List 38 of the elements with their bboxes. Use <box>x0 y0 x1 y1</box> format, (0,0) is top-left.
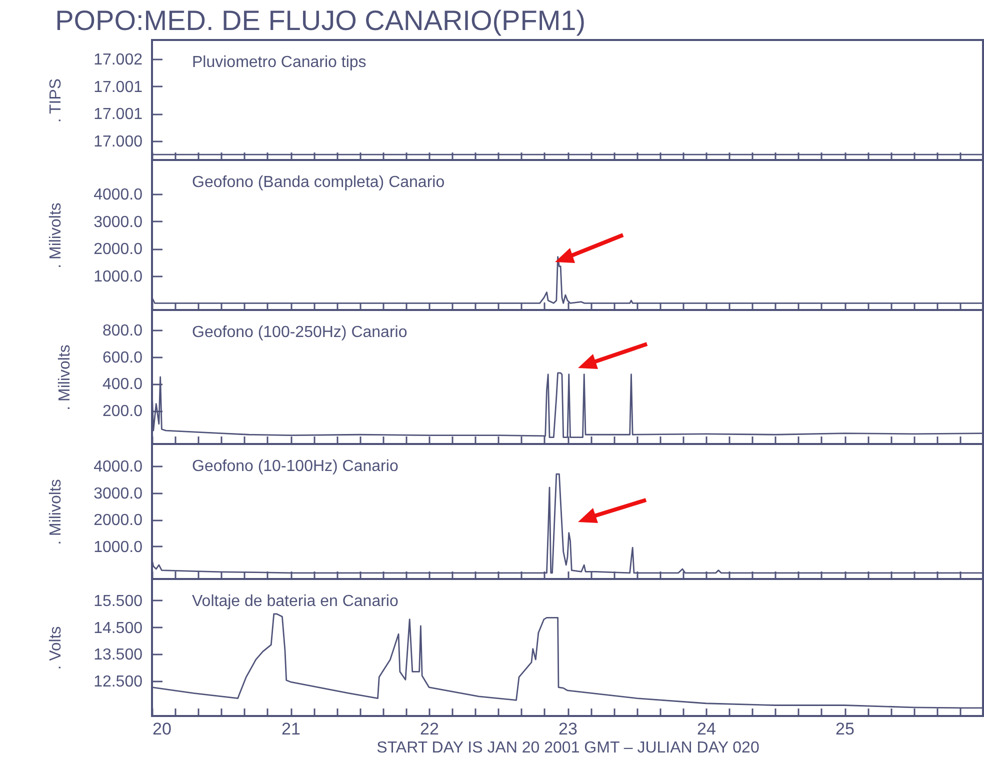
y-tick-label: 400.0 <box>102 376 143 394</box>
annotation: Geofono (100-250Hz) Canario <box>192 324 408 341</box>
y-axis-title: . Milivolts <box>48 202 65 268</box>
annotation: Geofono (10-100Hz) Canario <box>192 458 398 475</box>
y-axis-title: . Milivolts <box>48 479 65 545</box>
y-axis-title: . Milivolts <box>56 344 74 410</box>
y-tick-label: 800.0 <box>102 322 143 340</box>
y-axis-title: . TIPS <box>48 78 65 123</box>
chart-title: POPO:MED. DE FLUJO CANARIO(PFM1) <box>55 5 586 36</box>
x-tick-label: 21 <box>282 720 300 738</box>
x-axis-title: START DAY IS JAN 20 2001 GMT – JULIAN DAY 020 <box>376 740 760 756</box>
y-tick-label: 2000.0 <box>94 512 143 530</box>
y-tick-label: 1000.0 <box>94 268 143 286</box>
y-axis-title: . Volts <box>48 626 65 670</box>
x-tick-label: 20 <box>152 720 172 738</box>
y-tick-label: 3000.0 <box>94 485 143 502</box>
y-tick-label: 3000.0 <box>94 214 143 231</box>
annotation: Geofono (Banda completa) Canario <box>192 174 445 191</box>
y-tick-label: 17.001 <box>94 106 143 124</box>
y-tick-label: 600.0 <box>102 349 143 366</box>
y-tick-label: 14.500 <box>94 620 143 637</box>
annotation: Pluviometro Canario tips <box>192 54 366 71</box>
x-tick-label: 22 <box>420 720 439 738</box>
y-tick-label: 15.500 <box>94 592 143 610</box>
y-tick-label: 17.001 <box>94 78 143 96</box>
y-tick-label: 17.000 <box>94 133 143 150</box>
y-tick-label: 4000.0 <box>94 186 143 204</box>
y-tick-label: 4000.0 <box>94 458 143 476</box>
y-tick-label: 13.500 <box>94 646 143 664</box>
y-tick-label: 17.002 <box>94 52 143 69</box>
x-tick-label: 23 <box>558 720 578 738</box>
x-tick-label: 25 <box>836 720 854 738</box>
annotation: Voltaje de bateria en Canario <box>192 593 398 610</box>
x-tick-label: 24 <box>697 720 716 738</box>
y-tick-label: 12.500 <box>94 674 143 691</box>
y-tick-label: 2000.0 <box>94 241 143 258</box>
y-tick-label: 200.0 <box>102 403 143 420</box>
y-tick-label: 1000.0 <box>94 538 143 556</box>
